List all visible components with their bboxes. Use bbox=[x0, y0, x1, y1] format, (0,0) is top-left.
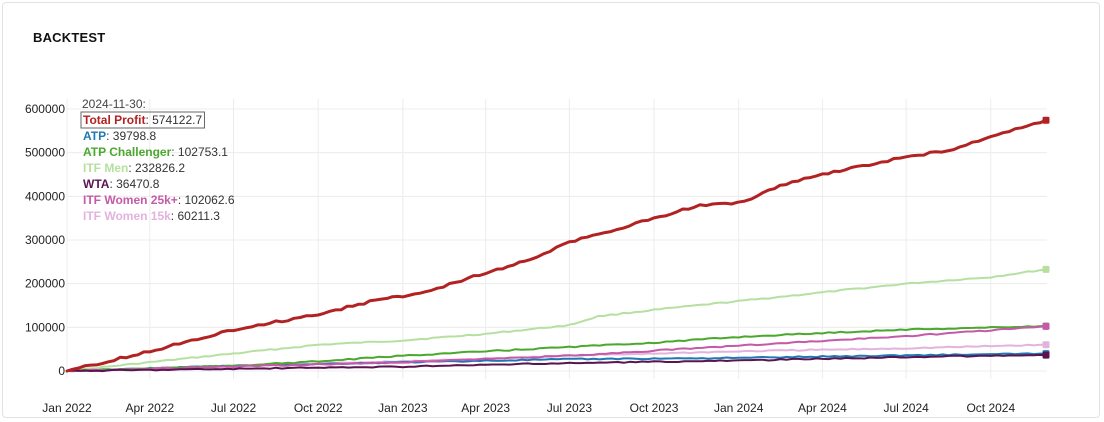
tooltip-series-value: : 232826.2 bbox=[128, 161, 185, 175]
y-tick-label: 400000 bbox=[25, 189, 65, 203]
y-tick-label: 0 bbox=[58, 364, 65, 378]
tooltip-series-name: Total Profit bbox=[83, 113, 145, 127]
tooltip-row-wta: WTA: 36470.8 bbox=[83, 177, 160, 191]
series-line-itf-women-25k-[interactable] bbox=[66, 325, 1047, 373]
tooltip-series-value: : 36470.8 bbox=[109, 177, 159, 191]
tooltip-series-value: : 60211.3 bbox=[171, 209, 220, 223]
end-marker-itf-women-25k- bbox=[1042, 322, 1050, 330]
tooltip-series-name: ATP bbox=[83, 129, 106, 143]
tooltip-series-value: : 574122.7 bbox=[145, 113, 202, 127]
tooltip-row-itf-women-15k: ITF Women 15k: 60211.3 bbox=[83, 209, 220, 223]
series-line-wta[interactable] bbox=[66, 353, 1047, 373]
tooltip-series-name: ATP Challenger bbox=[83, 145, 172, 159]
tooltip-row-atp: ATP: 39798.8 bbox=[83, 129, 156, 143]
tooltip-series-value: : 39798.8 bbox=[106, 129, 156, 143]
x-tick-label: Jan 2022 bbox=[42, 401, 92, 415]
y-axis: 0 100000 200000 300000 400000 500000 600000 bbox=[25, 102, 65, 378]
x-tick-label: Apr 2023 bbox=[461, 401, 510, 415]
y-tick-label: 200000 bbox=[25, 277, 65, 291]
chart-grid bbox=[66, 99, 1047, 379]
tooltip-date: 2024-11-30: bbox=[82, 97, 146, 111]
end-marker-itf-men bbox=[1042, 265, 1050, 273]
end-markers bbox=[1042, 116, 1050, 359]
x-tick-label: Oct 2022 bbox=[294, 401, 343, 415]
tooltip-row-total-profit: Total Profit: 574122.7 bbox=[83, 113, 202, 127]
x-tick-label: Jan 2024 bbox=[714, 401, 764, 415]
y-tick-label: 500000 bbox=[25, 146, 65, 160]
x-tick-label: Jul 2023 bbox=[547, 401, 593, 415]
x-tick-label: Apr 2022 bbox=[125, 401, 174, 415]
tooltip-series-name: ITF Women 25k+ bbox=[83, 193, 178, 207]
panel-title: BACKTEST bbox=[33, 30, 106, 45]
x-tick-label: Apr 2024 bbox=[798, 401, 847, 415]
x-tick-label: Oct 2024 bbox=[966, 401, 1015, 415]
end-marker-wta bbox=[1042, 351, 1050, 359]
end-marker-itf-women-15k bbox=[1042, 341, 1050, 349]
tooltip-highlight-box bbox=[80, 111, 205, 129]
tooltip-row-itf-women-25k-: ITF Women 25k+: 102062.6 bbox=[83, 193, 235, 207]
series-line-total-profit[interactable] bbox=[65, 118, 1048, 373]
y-tick-label: 300000 bbox=[25, 233, 65, 247]
end-marker-total-profit bbox=[1042, 116, 1050, 124]
y-tick-label: 100000 bbox=[25, 320, 65, 334]
hover-tooltip: 2024-11-30: Total Profit: 574122.7 ATP: 39… bbox=[80, 97, 235, 223]
series-line-itf-men[interactable] bbox=[66, 268, 1047, 372]
x-tick-label: Jan 2023 bbox=[378, 401, 428, 415]
x-tick-label: Jul 2022 bbox=[211, 401, 257, 415]
y-tick-label: 600000 bbox=[25, 102, 65, 116]
x-tick-label: Jul 2024 bbox=[883, 401, 929, 415]
tooltip-series-name: WTA bbox=[83, 177, 110, 191]
x-axis: Jan 2022 Apr 2022 Jul 2022 Oct 2022 Jan 2023… bbox=[42, 401, 1015, 415]
tooltip-row-atp-challenger: ATP Challenger: 102753.1 bbox=[83, 145, 228, 159]
tooltip-series-name: ITF Men bbox=[83, 161, 128, 175]
tooltip-row-itf-men: ITF Men: 232826.2 bbox=[83, 161, 185, 175]
series-lines[interactable] bbox=[65, 118, 1048, 373]
x-tick-label: Oct 2023 bbox=[630, 401, 679, 415]
tooltip-series-value: : 102753.1 bbox=[171, 145, 228, 159]
tooltip-series-value: : 102062.6 bbox=[178, 193, 235, 207]
tooltip-series-name: ITF Women 15k bbox=[83, 209, 171, 223]
